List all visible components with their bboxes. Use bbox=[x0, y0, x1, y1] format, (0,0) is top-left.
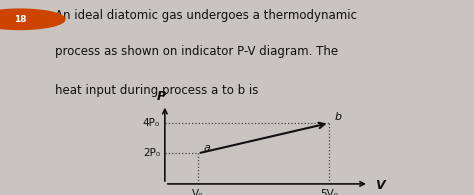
Text: 4P₀: 4P₀ bbox=[143, 118, 160, 128]
Text: b: b bbox=[334, 112, 341, 122]
Text: 5V₀: 5V₀ bbox=[320, 189, 338, 195]
Circle shape bbox=[0, 9, 65, 29]
Text: An ideal diatomic gas undergoes a thermodynamic: An ideal diatomic gas undergoes a thermo… bbox=[55, 9, 356, 22]
Text: 18: 18 bbox=[14, 15, 26, 24]
Text: heat input during process a to b is: heat input during process a to b is bbox=[55, 84, 258, 97]
Text: process as shown on indicator P-V diagram. The: process as shown on indicator P-V diagra… bbox=[55, 45, 337, 58]
Text: P: P bbox=[157, 90, 166, 103]
Text: a: a bbox=[204, 143, 210, 153]
Text: V: V bbox=[375, 179, 385, 192]
Text: V₀: V₀ bbox=[192, 189, 203, 195]
Text: 2P₀: 2P₀ bbox=[143, 148, 160, 159]
